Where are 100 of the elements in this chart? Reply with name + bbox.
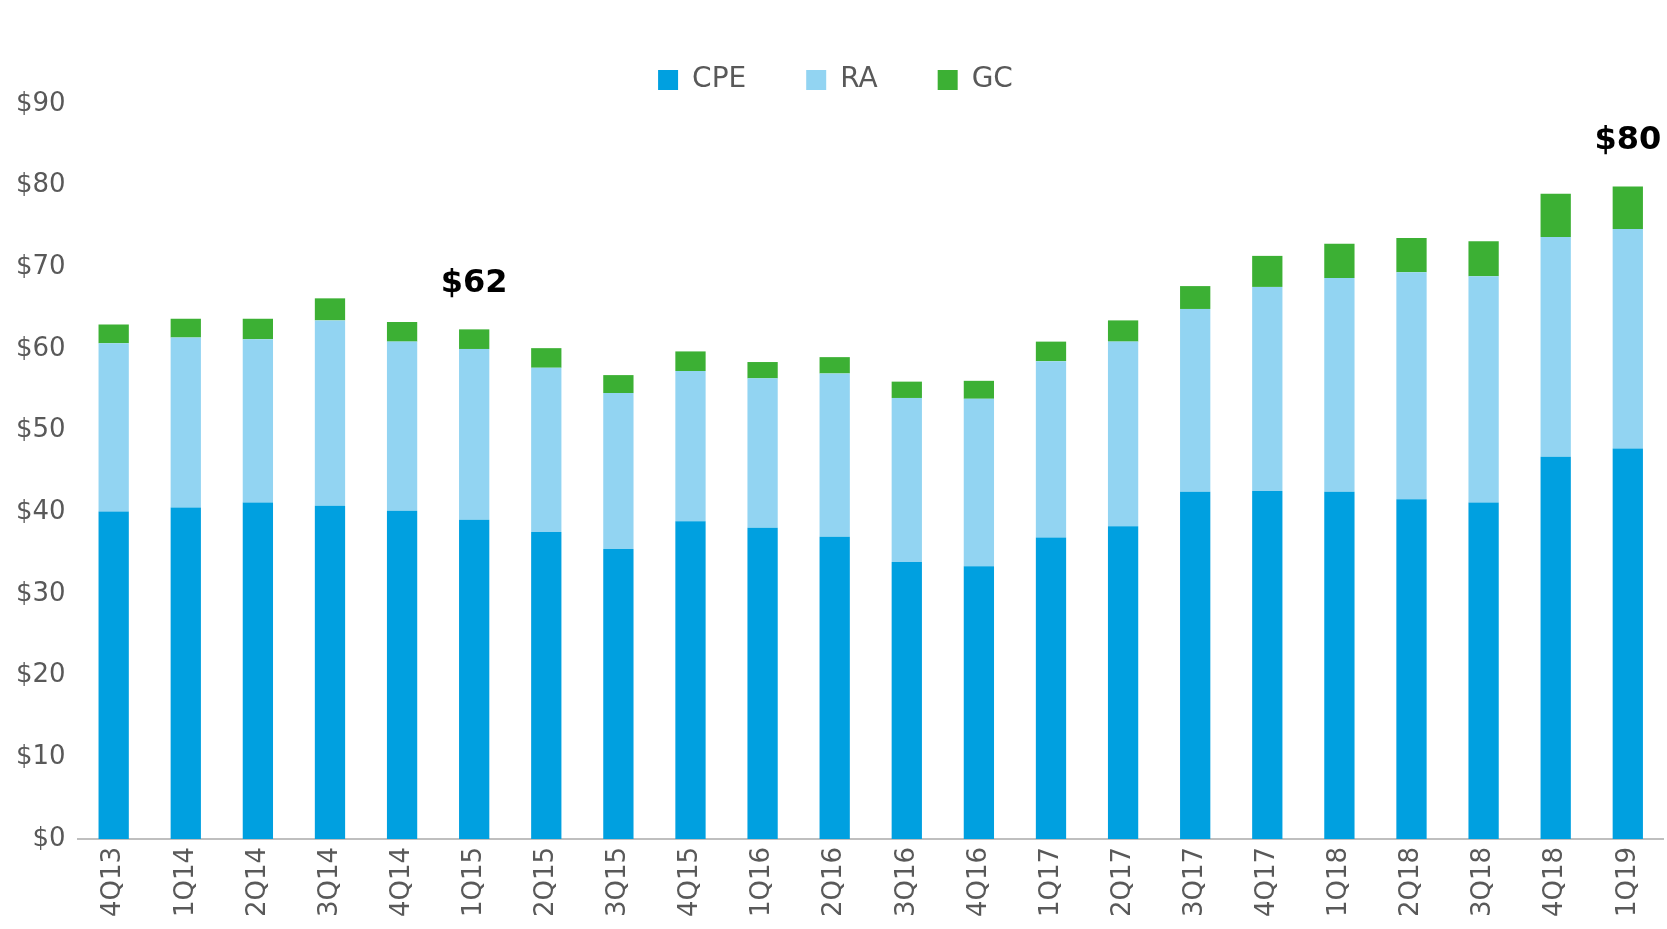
bar [170, 337, 201, 508]
x-tick-label: 4Q13 [96, 846, 127, 917]
bar [531, 531, 562, 839]
bar [1468, 276, 1499, 503]
bar [675, 371, 706, 522]
bar [1252, 255, 1283, 287]
bar [1540, 193, 1571, 238]
legend-label: RA [840, 61, 878, 95]
bar [314, 298, 346, 321]
bar [459, 329, 490, 349]
bar [1252, 491, 1283, 839]
y-tick-label: $90 [15, 86, 66, 117]
y-tick-label: $20 [15, 658, 66, 689]
bar [603, 549, 634, 839]
y-tick-label: $0 [32, 821, 66, 852]
x-tick-label: 4Q14 [384, 846, 415, 917]
x-tick-label: 3Q14 [312, 846, 343, 917]
x-tick-label: 1Q16 [745, 846, 776, 917]
bar [1324, 243, 1355, 278]
bar [1324, 491, 1355, 839]
bar [98, 343, 129, 512]
bar [819, 536, 850, 839]
bar [747, 362, 778, 379]
bar [170, 507, 201, 839]
bar [1468, 502, 1499, 839]
x-tick-label: 2Q16 [817, 846, 848, 917]
x-tick-label: 1Q17 [1033, 846, 1064, 917]
bar [531, 348, 562, 368]
bar [675, 351, 706, 372]
bar [963, 566, 995, 839]
bar [819, 373, 850, 537]
bar [747, 378, 778, 528]
bar [98, 324, 129, 344]
bar [242, 502, 274, 839]
x-tick-label: 2Q17 [1105, 846, 1136, 917]
x-tick-label: 3Q17 [1177, 846, 1208, 917]
x-tick-label: 3Q15 [601, 846, 632, 917]
bar [242, 339, 274, 503]
bar [1612, 186, 1643, 229]
bar [1252, 286, 1283, 492]
annotation: $80 [1594, 118, 1662, 157]
x-tick-label: 4Q17 [1250, 846, 1281, 917]
bar [747, 527, 778, 839]
bar [1035, 537, 1067, 839]
y-tick-label: $10 [15, 740, 66, 770]
y-tick-label: $50 [15, 413, 66, 444]
bar [1035, 361, 1067, 538]
x-tick-label: 2Q15 [529, 846, 560, 917]
bar [603, 375, 634, 394]
x-tick-label: 1Q19 [1610, 846, 1641, 917]
bar [531, 367, 562, 532]
bar [1396, 499, 1427, 839]
y-tick-label: $40 [15, 495, 66, 526]
bar [1107, 320, 1139, 342]
x-tick-label: 2Q18 [1394, 846, 1425, 917]
x-tick-label: 3Q18 [1466, 846, 1497, 917]
bar [603, 393, 634, 550]
bar [1180, 286, 1211, 309]
bar [675, 521, 706, 839]
bar [1612, 228, 1643, 449]
bar [459, 519, 490, 839]
bar [1612, 448, 1643, 839]
x-tick-label: 4Q15 [673, 846, 704, 917]
bar [314, 505, 346, 839]
bar [242, 318, 274, 340]
bar [1468, 241, 1499, 277]
bar [386, 341, 418, 511]
bar [459, 348, 490, 520]
y-tick-label: $60 [15, 331, 66, 362]
x-tick-label: 1Q18 [1322, 846, 1353, 917]
x-tick-label: 3Q16 [889, 846, 920, 917]
bar [1540, 456, 1571, 839]
x-tick-label: 2Q14 [240, 846, 271, 917]
bar [98, 511, 129, 839]
bar [1180, 491, 1211, 839]
x-tick-label: 4Q18 [1538, 846, 1569, 917]
y-tick-label: $70 [15, 250, 66, 281]
bar [1180, 308, 1211, 492]
y-tick-label: $30 [15, 576, 66, 607]
annotation: $62 [440, 261, 508, 300]
bar [1540, 237, 1571, 457]
legend-label: GC [971, 61, 1013, 95]
bar [891, 381, 922, 398]
bar [170, 318, 201, 338]
bar [1396, 237, 1427, 273]
bar [314, 320, 346, 506]
bar [963, 380, 995, 399]
bar [891, 397, 922, 563]
x-tick-label: 1Q14 [168, 846, 199, 917]
bar [1396, 272, 1427, 500]
x-tick-label: 4Q16 [961, 846, 992, 917]
bar [1035, 341, 1067, 362]
bar [891, 562, 922, 839]
bar [386, 322, 418, 342]
bar [386, 510, 418, 839]
bar [963, 398, 995, 567]
bar [1107, 341, 1139, 527]
legend-label: CPE [692, 61, 747, 95]
bar [819, 357, 850, 374]
bar [1107, 526, 1139, 839]
